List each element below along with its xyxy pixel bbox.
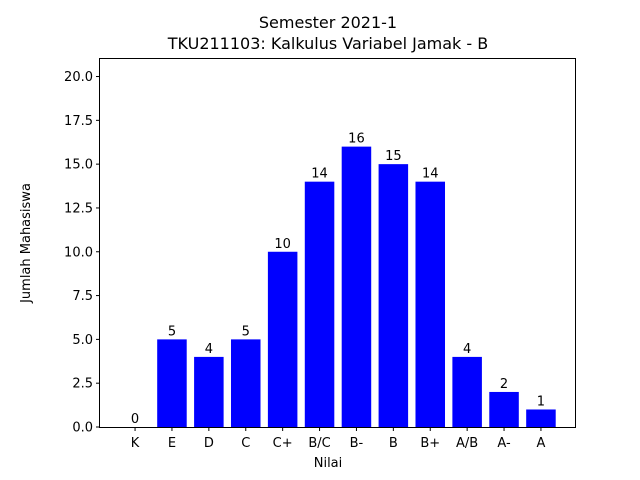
bar-A-: [489, 391, 519, 427]
bar-B-: [341, 146, 372, 427]
y-tick-label: 7.5: [72, 289, 93, 304]
y-tick-label: 2.5: [72, 377, 93, 392]
data-label-E: 5: [168, 324, 176, 339]
bar-A: [526, 409, 556, 427]
x-tick-label: B+: [420, 436, 440, 451]
chart-title-line-1: Semester 2021-1: [259, 13, 397, 32]
data-label-B-: 16: [348, 132, 365, 147]
y-axis-label: Jumlah Mahasiswa: [19, 183, 34, 304]
data-label-C: 5: [242, 324, 250, 339]
x-tick-label: D: [204, 436, 214, 451]
data-labels-group: 0 5 4 5 10 14 16 15 14 4 2 1: [131, 132, 545, 427]
data-label-C+: 10: [274, 237, 291, 252]
plot-frame: [99, 58, 576, 428]
y-tick-label: 5.0: [72, 333, 93, 348]
y-tick-label: 15.0: [64, 158, 93, 173]
data-label-B+: 14: [422, 167, 439, 182]
y-tick-label: 12.5: [64, 201, 93, 216]
y-tick-label: 20.0: [64, 70, 93, 85]
data-label-B: 15: [385, 149, 402, 164]
bar-A/B: [452, 356, 482, 427]
data-label-A/B: 4: [463, 342, 471, 357]
x-tick-label: C+: [273, 436, 293, 451]
bar-D: [194, 356, 224, 427]
x-axis: K E D C C+ B/C B- B B+ A/B A- A: [131, 427, 545, 451]
x-axis-label: Nilai: [314, 456, 343, 471]
bar-C: [230, 339, 261, 427]
y-tick-label: 17.5: [64, 114, 93, 129]
bar-C+: [267, 251, 298, 427]
data-label-A: 1: [537, 394, 545, 409]
x-tick-label: C: [241, 436, 250, 451]
data-label-K: 0: [131, 412, 139, 427]
data-label-B/C: 14: [311, 167, 328, 182]
data-label-A-: 2: [500, 377, 508, 392]
x-tick-label: A/B: [456, 436, 478, 451]
y-tick-label: 10.0: [64, 245, 93, 260]
x-tick-label: B-: [350, 436, 364, 451]
bar-B+: [415, 181, 446, 427]
data-label-D: 4: [205, 342, 213, 357]
x-tick-label: K: [131, 436, 140, 451]
x-tick-label: B: [389, 436, 398, 451]
x-tick-label: A-: [497, 436, 511, 451]
bar-B/C: [304, 181, 335, 427]
y-axis: 0.0 2.5 5.0 7.5 10.0 12.5 15.0 17.5 20.0: [64, 70, 100, 436]
bar-E: [157, 339, 187, 427]
bar-B: [378, 164, 409, 427]
bars-group: [157, 146, 556, 427]
chart-title-line-2: TKU211103: Kalkulus Variabel Jamak - B: [167, 34, 488, 53]
y-tick-label: 0.0: [72, 421, 93, 436]
x-tick-label: E: [168, 436, 176, 451]
x-tick-label: B/C: [308, 436, 330, 451]
x-tick-label: A: [536, 436, 545, 451]
